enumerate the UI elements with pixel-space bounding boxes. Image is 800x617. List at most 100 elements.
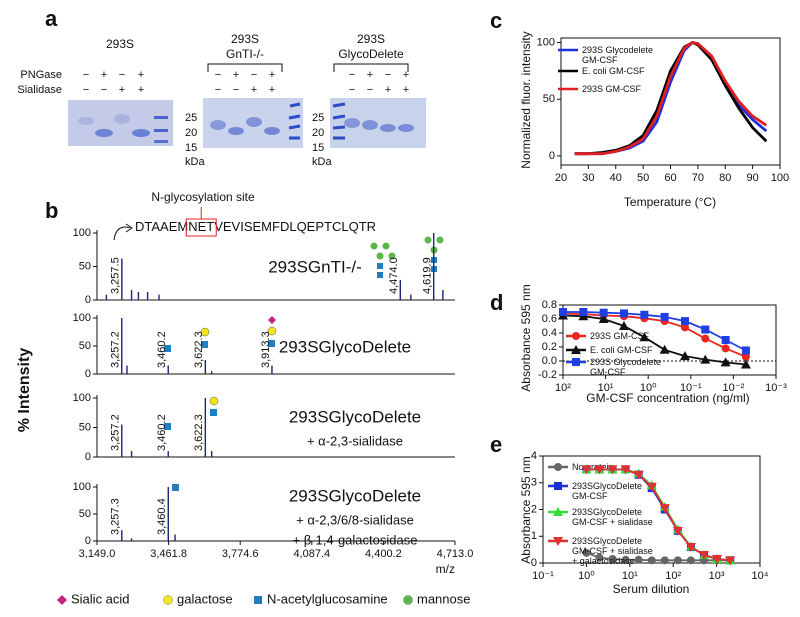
x-tick-label: 40 xyxy=(610,172,622,184)
band xyxy=(228,127,244,135)
y-axis-label: Normalized fluor. intensity xyxy=(519,31,533,168)
marker-unit: kDa xyxy=(185,156,205,168)
peak-label: 3,460.2 xyxy=(156,331,168,368)
legend-label: Sialic acid xyxy=(71,591,130,606)
row-label: PNGase xyxy=(20,69,62,81)
peak-label: 3,257.3 xyxy=(110,498,122,535)
treatment-sign: + xyxy=(269,69,275,81)
legend-label: 293SGlycoDelete GM-CSF + sialidase xyxy=(572,507,653,527)
bracket xyxy=(207,63,409,72)
glcnac xyxy=(172,484,179,491)
marker xyxy=(639,332,650,342)
y-tick-label: 50 xyxy=(79,260,91,272)
band xyxy=(344,118,360,128)
marker xyxy=(659,344,670,354)
legend-marker xyxy=(572,358,580,366)
ladder xyxy=(288,102,301,140)
x-tick-label: 80 xyxy=(719,172,731,184)
marker xyxy=(598,314,609,323)
treatment-sign: − xyxy=(215,84,221,96)
gal xyxy=(209,396,219,406)
x-axis-label: Temperature (°C) xyxy=(624,195,716,209)
gel-title: 293S xyxy=(357,32,385,46)
treatment-sign: − xyxy=(83,69,89,81)
peak-label: 3,257.5 xyxy=(110,257,122,294)
peak-label: 3,622.3 xyxy=(193,331,205,368)
treatment-sign: − xyxy=(349,84,355,96)
glycosylation-site: NET xyxy=(188,219,214,234)
treatment-sign: + xyxy=(385,84,391,96)
sample-label: + β-1,4-galactosidase xyxy=(293,532,418,547)
legend-label: 293S Glycodelete GM-CSF xyxy=(590,357,661,377)
peak-label: 4,619.9 xyxy=(422,257,434,294)
y-tick-label: 100 xyxy=(73,227,91,239)
x-tick-label: 20 xyxy=(555,172,567,184)
x-tick-label: 10² xyxy=(555,382,571,394)
legend-label-text: 293SGlycoDelete GM-CSF xyxy=(572,481,643,501)
glcnac xyxy=(210,409,217,416)
series-line xyxy=(563,311,747,352)
legend-marker xyxy=(554,463,562,471)
man xyxy=(388,252,396,260)
plot-frame xyxy=(562,304,777,376)
series-line xyxy=(562,314,746,366)
y-tick-label: 100 xyxy=(73,392,91,404)
band xyxy=(114,114,130,124)
y-tick-label: 50 xyxy=(79,421,91,433)
marker xyxy=(599,308,608,317)
band xyxy=(132,129,150,137)
legend-label: E. coli GM-CSF xyxy=(582,66,645,76)
marker-label: 25 xyxy=(185,112,197,124)
legend-label-text: No protein xyxy=(572,462,614,472)
marker-label: 15 xyxy=(312,142,324,154)
panel-label: e xyxy=(490,432,502,457)
legend-label: No protein xyxy=(572,462,614,472)
marker xyxy=(680,323,689,332)
marker xyxy=(633,470,644,480)
marker xyxy=(559,308,567,316)
sia xyxy=(268,316,276,324)
spectrum-decor: DTAAEMNETVEVISEMFDLQEPTCLQTR N-glycosyla… xyxy=(16,190,444,491)
legend-label-text: 293S Glycodelete GM-CSF xyxy=(582,45,654,65)
legend-label-text: 293S GM-CSF xyxy=(590,331,650,341)
peak-label: 3,460.4 xyxy=(156,498,168,535)
treatment-sign: + xyxy=(101,69,107,81)
y-tick-label: 0 xyxy=(549,150,555,162)
gel-title: GnTI-/- xyxy=(226,47,264,61)
band xyxy=(264,127,280,135)
marker-label: 15 xyxy=(185,142,197,154)
x-tick-label: 90 xyxy=(747,172,759,184)
x-tick-label: 10¹ xyxy=(598,382,614,394)
y-tick-label: 50 xyxy=(79,340,91,352)
marker xyxy=(607,465,618,475)
x-tick-label: 50 xyxy=(637,172,649,184)
y-tick-label: 0 xyxy=(85,294,91,306)
x-tick-label: 10⁰ xyxy=(578,570,595,582)
sample-label: 293SGnTI-/- xyxy=(268,257,362,276)
legend-symbol xyxy=(163,595,173,605)
gal xyxy=(267,326,277,336)
x-tick-label: 10³ xyxy=(709,570,725,582)
band xyxy=(210,120,226,130)
legend-label: E. coli GM-CSF xyxy=(590,345,653,355)
marker xyxy=(686,556,695,565)
treatment-sign: + xyxy=(403,69,409,81)
legend-label: mannose xyxy=(417,591,470,606)
marker xyxy=(740,359,751,369)
legend-label-text: 293S GM-CSF xyxy=(582,84,642,94)
man xyxy=(382,242,390,250)
legend-marker xyxy=(572,332,580,340)
man xyxy=(436,236,444,244)
marker xyxy=(721,336,730,344)
marker xyxy=(619,309,628,318)
treatment-sign: + xyxy=(138,69,144,81)
marker xyxy=(712,554,723,564)
arrow xyxy=(113,226,131,241)
x-tick-label: 10¹ xyxy=(622,570,638,582)
marker xyxy=(582,548,591,557)
site-label: N-glycosylation site xyxy=(151,190,255,204)
x-tick-label: 10² xyxy=(665,570,681,582)
legend-label: N-acetylglucosamine xyxy=(267,591,388,606)
band xyxy=(78,117,94,125)
band xyxy=(398,124,414,132)
